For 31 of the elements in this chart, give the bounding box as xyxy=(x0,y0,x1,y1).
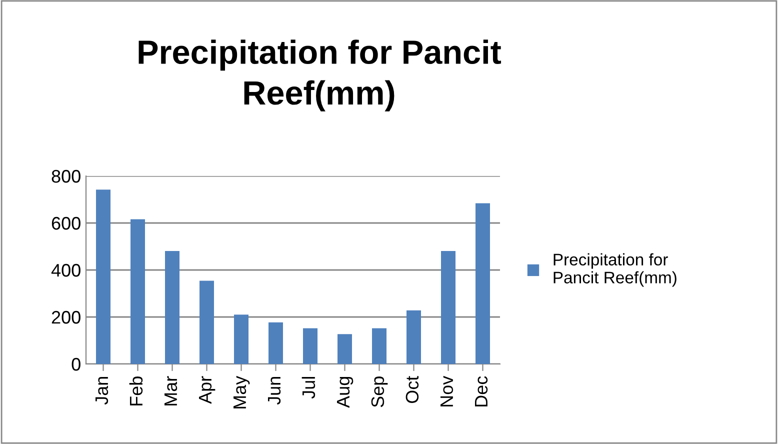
x-tick-label: Jul xyxy=(302,377,316,399)
x-tick-label: Aug xyxy=(336,376,354,408)
bar xyxy=(268,322,283,364)
x-tick-label: Oct xyxy=(406,376,419,404)
x-tick-label: Sep xyxy=(371,376,388,408)
x-tick-label: Nov xyxy=(440,376,454,406)
x-tick-label: Mar xyxy=(164,376,178,406)
x-tick-label: Apr xyxy=(198,376,216,404)
bar xyxy=(165,250,180,364)
y-tick-label: 0 xyxy=(72,358,80,371)
y-tick-label: 800 xyxy=(52,170,80,183)
bar xyxy=(96,190,110,364)
bar xyxy=(130,219,145,364)
x-tick-label: Jun xyxy=(268,376,281,405)
bar xyxy=(303,328,318,364)
bar xyxy=(476,203,490,364)
y-tick-label: 400 xyxy=(51,264,80,277)
bar xyxy=(441,250,456,364)
y-tick-label: 200 xyxy=(52,310,80,324)
chart-title: Precipitation for Pancit Reef(mm) xyxy=(138,40,502,112)
bar xyxy=(234,314,248,364)
bar xyxy=(372,328,386,364)
x-tick-label: Dec xyxy=(474,376,488,406)
y-tick-label: 600 xyxy=(52,216,80,230)
x-tick-label: May xyxy=(233,376,250,408)
legend-label: Precipitation for Pancit Reef(mm) xyxy=(554,253,676,287)
bar xyxy=(338,334,352,364)
bar xyxy=(406,310,421,364)
x-tick-label: Jan xyxy=(95,376,108,405)
x-tick-label: Feb xyxy=(129,376,143,406)
bar xyxy=(200,280,214,364)
